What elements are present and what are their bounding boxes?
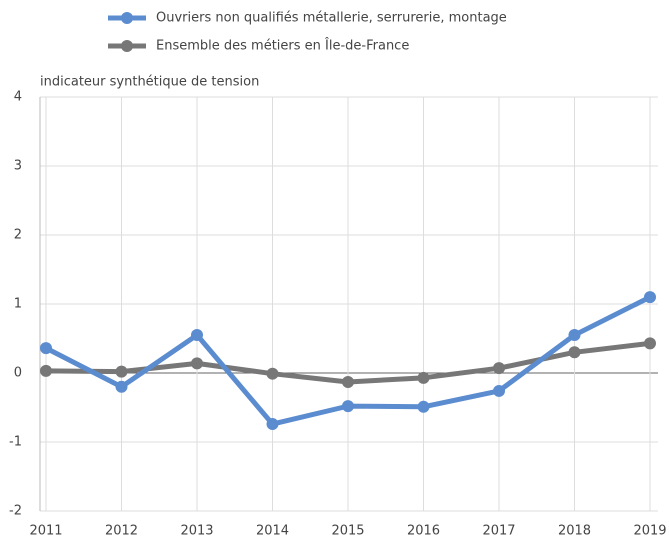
x-tick-label: 2011: [29, 524, 62, 539]
data-point: [115, 365, 128, 378]
legend-marker: [121, 40, 133, 52]
legend-marker: [121, 12, 133, 24]
data-point: [40, 364, 52, 377]
data-point: [493, 384, 505, 397]
data-point: [115, 380, 128, 393]
data-point: [266, 367, 279, 380]
y-tick-label: 3: [14, 159, 22, 174]
data-point: [568, 346, 581, 359]
y-tick-label: 2: [14, 228, 22, 243]
data-point: [191, 357, 203, 370]
x-tick-label: 2017: [482, 524, 515, 539]
legend-label: Ouvriers non qualifiés métallerie, serru…: [156, 11, 507, 26]
data-point: [417, 371, 430, 384]
y-tick-label: 0: [14, 366, 22, 381]
data-point: [644, 337, 656, 350]
x-tick-label: 2013: [180, 524, 213, 539]
x-tick-label: 2019: [633, 524, 666, 539]
x-tick-label: 2015: [331, 524, 364, 539]
y-axis-title: indicateur synthétique de tension: [40, 75, 259, 90]
data-point: [191, 329, 203, 342]
legend-label: Ensemble des métiers en Île-de-France: [156, 38, 409, 54]
y-tick-label: 1: [14, 297, 22, 312]
y-tick-label: 4: [14, 90, 22, 105]
data-point: [417, 400, 430, 413]
x-tick-label: 2018: [558, 524, 591, 539]
data-point: [342, 375, 354, 388]
data-point: [342, 400, 354, 413]
data-point: [644, 291, 656, 304]
y-tick-label: -2: [9, 504, 22, 519]
x-tick-label: 2012: [105, 524, 138, 539]
data-point: [568, 329, 581, 342]
x-tick-label: 2014: [256, 524, 289, 539]
data-point: [493, 362, 505, 375]
y-tick-label: -1: [9, 435, 22, 450]
x-tick-label: 2016: [407, 524, 440, 539]
data-point: [266, 418, 279, 431]
data-point: [40, 342, 52, 355]
